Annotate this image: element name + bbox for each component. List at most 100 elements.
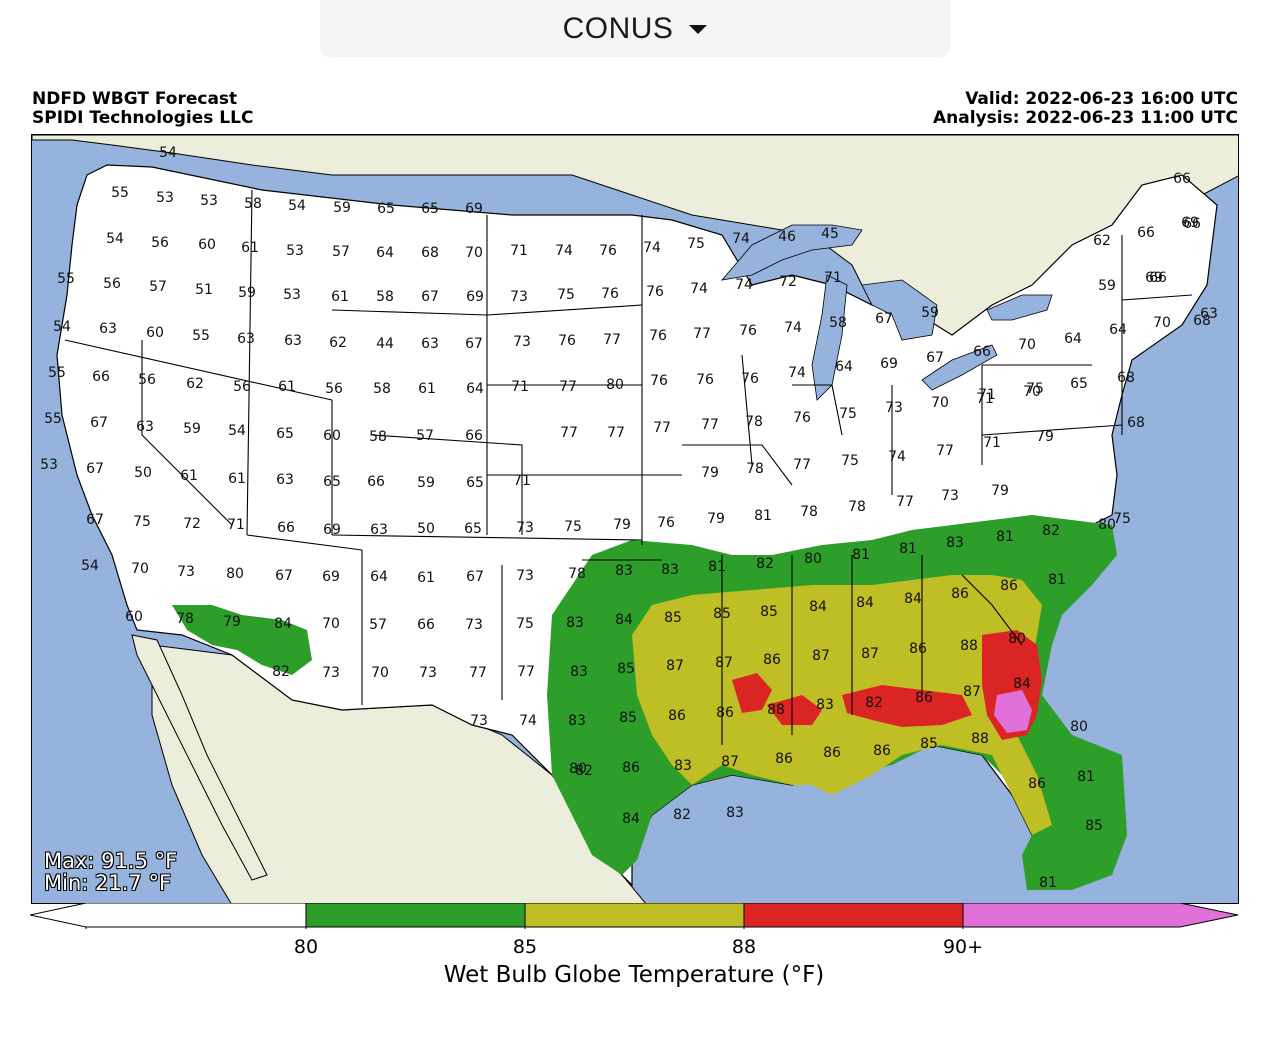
value-label: 61 <box>418 381 436 397</box>
value-label: 65 <box>421 201 439 217</box>
colorbar-80-85 <box>305 903 526 928</box>
figure-title: NDFD WBGT Forecast <box>32 89 238 109</box>
lake-superior <box>720 224 863 281</box>
value-label: 70 <box>465 245 483 261</box>
value-label: 71 <box>978 387 996 403</box>
value-label: 76 <box>558 333 576 349</box>
value-label: 80 <box>1070 719 1088 735</box>
value-label: 68 <box>1117 370 1135 386</box>
value-label: 53 <box>40 457 58 473</box>
value-label: 81 <box>996 529 1014 545</box>
value-label: 55 <box>57 271 75 287</box>
value-label: 50 <box>134 465 152 481</box>
value-label: 73 <box>419 665 437 681</box>
value-label: 82 <box>756 556 774 572</box>
value-label: 64 <box>370 569 388 585</box>
value-label: 76 <box>599 243 617 259</box>
value-label: 86 <box>622 760 640 776</box>
value-label: 77 <box>469 665 487 681</box>
value-label: 63 <box>1200 306 1218 322</box>
value-label: 76 <box>649 328 667 344</box>
value-label: 64 <box>835 359 853 375</box>
value-label: 77 <box>936 443 954 459</box>
value-label: 44 <box>376 336 394 352</box>
value-label: 55 <box>44 411 62 427</box>
value-label: 77 <box>607 425 625 441</box>
value-label: 56 <box>151 235 169 251</box>
value-label: 67 <box>90 415 108 431</box>
min-max-readout: Max: 91.5 °F Min: 21.7 °F <box>44 850 177 894</box>
value-label: 81 <box>1048 572 1066 588</box>
value-label: 56 <box>138 372 156 388</box>
value-label: 85 <box>619 710 637 726</box>
value-label: 84 <box>809 599 827 615</box>
wbgt-zone-88-90-mississippi <box>767 695 822 725</box>
value-label: 66 <box>367 474 385 490</box>
value-label: 53 <box>283 287 301 303</box>
value-label: 79 <box>1036 429 1054 445</box>
value-label: 71 <box>510 243 528 259</box>
value-label: 62 <box>1093 233 1111 249</box>
value-label: 61 <box>228 471 246 487</box>
value-label: 79 <box>707 511 725 527</box>
value-label: 78 <box>568 566 586 582</box>
value-label: 83 <box>946 535 964 551</box>
map-canvas: 54 55 53 53 58 54 59 65 65 69 54 56 60 61 53 57 64 68 70 55… <box>32 135 1238 903</box>
value-label: 69 <box>465 201 483 217</box>
value-label: 85 <box>713 606 731 622</box>
value-label: 61 <box>278 379 296 395</box>
value-label: 67 <box>466 569 484 585</box>
value-label: 55 <box>48 365 66 381</box>
value-label: 82 <box>673 807 691 823</box>
max-value: Max: 91.5 °F <box>44 849 178 873</box>
min-value: Min: 21.7 °F <box>44 871 172 895</box>
value-label: 85 <box>617 661 635 677</box>
value-label: 74 <box>519 713 537 729</box>
value-label: 81 <box>708 559 726 575</box>
value-label: 69 <box>1181 215 1199 231</box>
value-label: 54 <box>53 319 71 335</box>
value-label: 71 <box>511 379 529 395</box>
value-label: 66 <box>973 344 991 360</box>
region-dropdown[interactable]: CONUS <box>320 0 950 57</box>
lake-huron <box>861 279 938 341</box>
value-label: 57 <box>332 244 350 260</box>
value-label: 87 <box>812 648 830 664</box>
value-label: 78 <box>746 461 764 477</box>
colorbar-90plus <box>962 903 1239 928</box>
baja-peninsula <box>131 634 268 881</box>
value-label: 45 <box>821 226 839 242</box>
figure-time-block: Valid: 2022-06-23 16:00 UTC Analysis: 20… <box>933 90 1238 128</box>
value-label: 60 <box>198 237 216 253</box>
value-label: 68 <box>421 245 439 261</box>
value-label: 58 <box>369 429 387 445</box>
value-label: 71 <box>976 391 994 407</box>
valid-time: Valid: 2022-06-23 16:00 UTC <box>965 89 1238 109</box>
value-label: 75 <box>564 519 582 535</box>
caret-down-icon <box>689 25 708 34</box>
value-label: 64 <box>376 245 394 261</box>
value-label: 78 <box>800 504 818 520</box>
value-label: 85 <box>1085 818 1103 834</box>
value-label: 60 <box>323 428 341 444</box>
value-label: 58 <box>244 196 262 212</box>
value-label: 83 <box>661 562 679 578</box>
value-label: 73 <box>510 289 528 305</box>
value-label: 78 <box>745 414 763 430</box>
value-label: 79 <box>223 614 241 630</box>
value-labels: 54 55 53 53 58 54 59 65 65 69 54 56 60 61 53 57 64 68 70 55… <box>40 145 1218 891</box>
value-label: 72 <box>779 274 797 290</box>
value-label: 65 <box>1070 376 1088 392</box>
value-label: 66 <box>1173 171 1191 187</box>
value-label: 73 <box>941 488 959 504</box>
value-label: 59 <box>417 475 435 491</box>
value-label: 73 <box>516 568 534 584</box>
value-label: 54 <box>81 558 99 574</box>
value-label: 73 <box>465 617 483 633</box>
value-label: 84 <box>615 612 633 628</box>
value-label: 71 <box>824 270 842 286</box>
value-label: 69 <box>323 522 341 538</box>
value-label: 54 <box>106 231 124 247</box>
value-label: 84 <box>274 616 292 632</box>
value-label: 76 <box>650 373 668 389</box>
